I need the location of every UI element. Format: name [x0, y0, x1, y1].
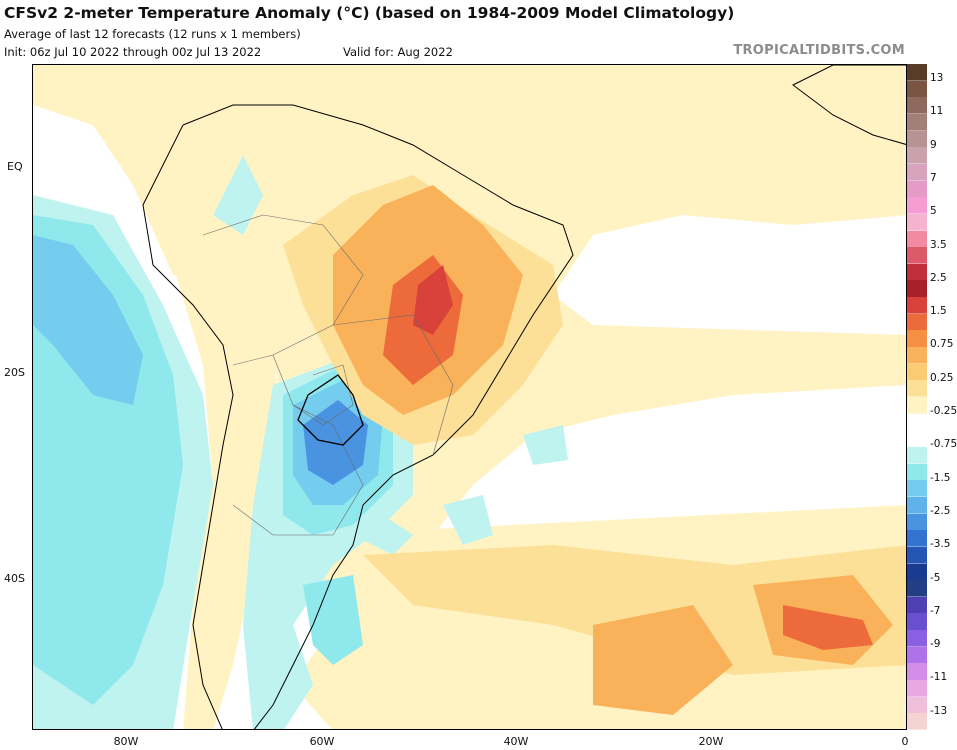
lon-label-20w: 20W [698, 735, 724, 748]
forecast-subtitle: Average of last 12 forecasts (12 runs x … [4, 27, 301, 41]
colorbar-cell [907, 613, 927, 631]
west-coastline [142, 124, 234, 729]
colorbar-cell [907, 630, 927, 648]
colorbar-tick-label: 0.75 [930, 338, 954, 351]
lon-label-60w: 60W [309, 735, 335, 748]
east-coastline [182, 104, 574, 729]
colorbar-cell [907, 64, 927, 82]
colorbar-cell [907, 280, 927, 298]
colorbar-cell [907, 513, 927, 531]
colorbar-cell [907, 247, 927, 265]
country-borders [202, 214, 454, 536]
colorbar-cell [907, 713, 927, 731]
colorbar-cell [907, 80, 927, 98]
colorbar-cell [907, 680, 927, 698]
colorbar-tick-label: -2.5 [930, 504, 951, 517]
colorbar-cell [907, 413, 927, 431]
colorbar-cell [907, 113, 927, 132]
colorbar-tick-label: 5 [930, 205, 937, 218]
colorbar-cell [907, 297, 927, 315]
colorbar-tick-label: -13 [930, 704, 948, 717]
lon-label-40w: 40W [503, 735, 529, 748]
colorbar-cell [907, 213, 927, 231]
colorbar-cell [907, 363, 927, 381]
colorbar-cell [907, 546, 927, 564]
colorbar-cell [907, 230, 927, 248]
colorbar-tick-label: -11 [930, 671, 948, 684]
colorbar-cell [907, 563, 927, 581]
colorbar-cell [907, 463, 927, 481]
colorbar-cell [907, 430, 927, 448]
colorbar-cell [907, 663, 927, 681]
colorbar-cell [907, 496, 927, 515]
colorbar-cell [907, 596, 927, 614]
colorbar-cell [907, 480, 927, 498]
anomaly-map [32, 64, 907, 730]
colorbar-cell [907, 696, 927, 714]
colorbar-cell [907, 147, 927, 165]
paraguay-outline [297, 374, 364, 446]
colorbar-cell [907, 197, 927, 215]
colorbar-cell [907, 446, 927, 465]
colorbar-tick-label: -9 [930, 638, 941, 651]
lon-label-0: 0 [901, 735, 909, 748]
colorbar-tick-label: 9 [930, 138, 937, 151]
colorbar-cell [907, 97, 927, 115]
init-time: Init: 06z Jul 10 2022 through 00z Jul 13… [4, 45, 262, 59]
colorbar-tick-label: 1.5 [930, 305, 947, 318]
colorbar-tick-label: 11 [930, 105, 944, 118]
colorbar-tick-label: -5 [930, 571, 941, 584]
colorbar-cell [907, 263, 927, 281]
colorbar-tick-label: 2.5 [930, 271, 947, 284]
colorbar-cell [907, 380, 927, 398]
colorbar-cell [907, 347, 927, 365]
colorbar-cell [907, 163, 927, 182]
colorbar-tick-label: -1.5 [930, 471, 951, 484]
colorbar [907, 64, 927, 731]
colorbar-cell [907, 580, 927, 598]
brand-watermark: TROPICALTIDBITS.COM [733, 43, 905, 58]
page-title: CFSv2 2-meter Temperature Anomaly (°C) (… [4, 4, 735, 22]
lon-label-80w: 80W [113, 735, 139, 748]
lat-label-20s: 20S [4, 366, 25, 379]
colorbar-cell [907, 130, 927, 148]
colorbar-tick-label: -0.75 [930, 438, 957, 451]
colorbar-tick-label: -0.25 [930, 405, 957, 417]
colorbar-tick-label: -3.5 [930, 538, 951, 551]
lat-label-eq: EQ [7, 160, 23, 173]
africa-coastline [792, 65, 906, 145]
colorbar-tick-label: 13 [930, 72, 944, 84]
colorbar-tick-label: 3.5 [930, 238, 947, 251]
colorbar-cell [907, 330, 927, 348]
colorbar-cell [907, 646, 927, 664]
colorbar-tick-label: -7 [930, 604, 941, 617]
anomaly-map-canvas [33, 65, 906, 729]
colorbar-cell [907, 313, 927, 331]
header: CFSv2 2-meter Temperature Anomaly (°C) (… [4, 0, 953, 64]
valid-time: Valid for: Aug 2022 [343, 45, 453, 59]
anomaly-band-neg-2-5 [303, 400, 368, 485]
colorbar-cell [907, 180, 927, 198]
anomaly-band-3-5 [413, 265, 453, 335]
lat-label-40s: 40S [4, 572, 25, 585]
colorbar-tick-label: 0.25 [930, 371, 954, 384]
colorbar-tick-label: 7 [930, 171, 937, 184]
colorbar-cell [907, 397, 927, 415]
colorbar-cell [907, 530, 927, 548]
